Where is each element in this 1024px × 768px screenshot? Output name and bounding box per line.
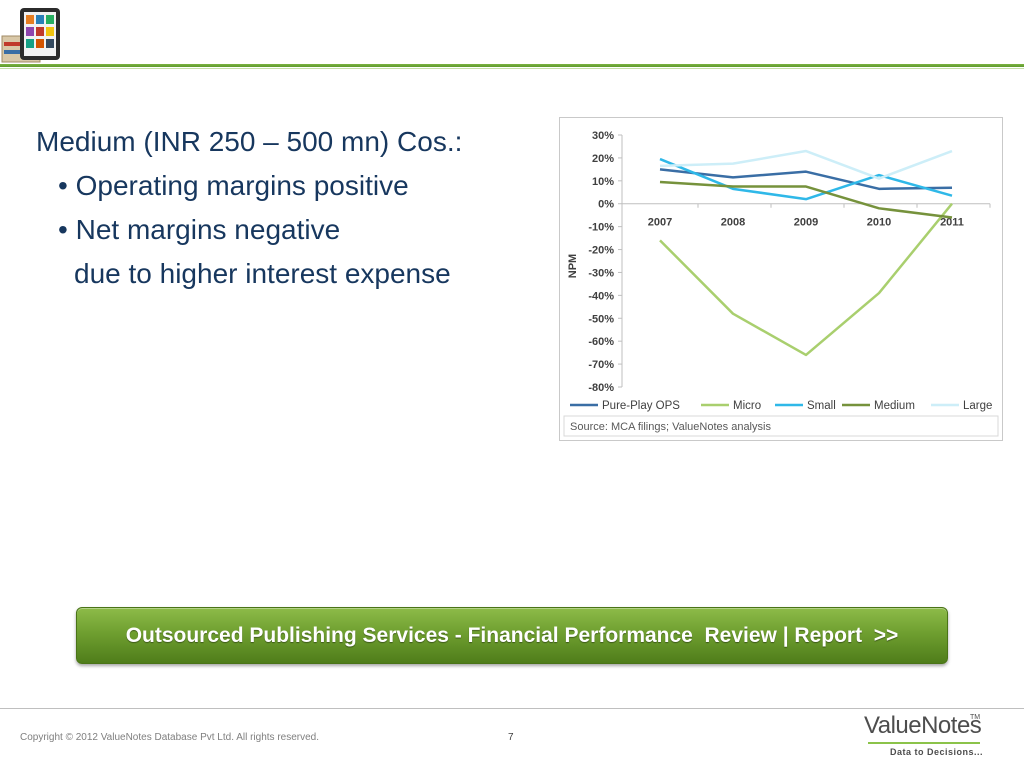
legend-label: Medium [874, 400, 915, 412]
legend-label: Pure-Play OPS [602, 400, 680, 412]
x-tick-label: 2011 [940, 217, 964, 229]
x-tick-label: 2009 [794, 217, 818, 229]
series-line-small [659, 157, 953, 201]
chart-svg: 30% 20% 10% 0% -10% -20% -30% -40% -50% -60% -70% -… [563, 130, 999, 437]
logo-name: ValueNotes [864, 712, 982, 739]
npm-line-chart: 30% 20% 10% 0% -10% -20% -30% -40% -50% -60% -70% -… [559, 117, 1003, 441]
bullet-continuation: due to higher interest expense [74, 258, 451, 289]
bullet-item: • Operating margins positive [58, 170, 409, 201]
logo-bar [868, 742, 980, 744]
x-tick-label: 2008 [721, 217, 745, 229]
legend-label: Large [963, 400, 992, 412]
publication-logo-icon [0, 6, 64, 64]
slide-text: Medium (INR 250 – 500 mn) Cos.: • Operat… [36, 120, 462, 296]
x-tick-label: 2010 [867, 217, 891, 229]
y-axis-label: NPM [567, 254, 579, 278]
y-tick-label: 0% [598, 199, 614, 211]
y-tick-label: -30% [588, 267, 614, 279]
y-tick-label: -80% [588, 382, 614, 394]
series-line-micro [659, 202, 953, 357]
copyright-text: Copyright © 2012 ValueNotes Database Pvt… [20, 732, 320, 743]
bullet-text: Operating margins positive [75, 170, 409, 201]
slide-heading: Medium (INR 250 – 500 mn) Cos.: [36, 126, 463, 157]
series-line-medium [659, 180, 953, 219]
legend-label: Micro [733, 400, 761, 412]
report-link-text[interactable]: Outsourced Publishing Services - Financi… [125, 623, 899, 647]
y-tick-label: -20% [588, 245, 614, 257]
y-tick-label: -70% [588, 359, 614, 371]
series-line-large [659, 149, 953, 180]
y-tick-label: 30% [592, 130, 614, 142]
x-tick-label: 2007 [648, 217, 672, 229]
y-tick-label: -10% [588, 222, 614, 234]
page-number: 7 [508, 732, 514, 743]
y-tick-label: 10% [592, 176, 614, 188]
bullet-text: Net margins negative [75, 214, 341, 245]
report-link-banner[interactable]: Outsourced Publishing Services - Financi… [76, 607, 948, 664]
footer-divider [0, 708, 1024, 709]
source-box [563, 415, 999, 437]
y-tick-label: -50% [588, 313, 614, 325]
y-tick-label: -40% [588, 290, 614, 302]
logo-tagline: Data to Decisions... [890, 747, 984, 757]
bullet-item: • Net margins negative [58, 214, 341, 245]
legend-label: Small [807, 400, 836, 412]
logo-trademark: TM [970, 714, 981, 721]
y-tick-label: 20% [592, 153, 614, 165]
source-note: Source: MCA filings; ValueNotes analysis [570, 421, 771, 433]
series-line-pure-play-ops [659, 168, 953, 191]
valuenotes-logo: ValueNotes TM Data to Decisions... [864, 712, 984, 760]
header-divider [0, 64, 1024, 67]
header-divider-thin [0, 68, 1024, 69]
y-tick-label: -60% [588, 336, 614, 348]
